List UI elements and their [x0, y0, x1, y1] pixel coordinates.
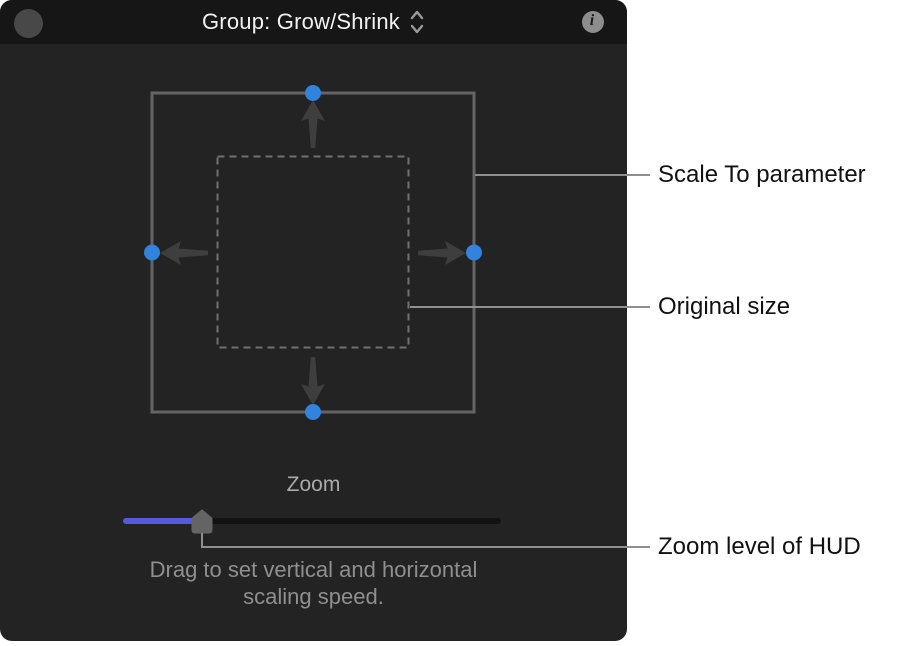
callout-line-original-size	[410, 306, 650, 308]
arrow-up-icon	[301, 100, 325, 148]
callout-line-zoom-horizontal	[201, 546, 650, 548]
info-icon: i	[589, 12, 595, 29]
window-control-button[interactable]	[14, 9, 43, 38]
zoom-label: Zoom	[286, 473, 341, 496]
callout-line-zoom-vertical	[201, 533, 203, 546]
original-size-box	[216, 155, 410, 349]
zoom-slider-fill	[123, 518, 202, 524]
hud-titlebar: Group: Grow/Shrink i	[0, 0, 627, 44]
scale-handle-left[interactable]	[144, 244, 160, 261]
hud-panel: Group: Grow/Shrink i	[0, 0, 627, 641]
arrow-down-icon	[301, 357, 325, 405]
info-button[interactable]: i	[582, 11, 604, 33]
callout-label-zoom-level: Zoom level of HUD	[658, 533, 861, 560]
zoom-slider-track[interactable]	[123, 518, 501, 524]
group-picker-chevron-icon[interactable]	[409, 8, 425, 36]
hud-title: Group: Grow/Shrink	[201, 9, 400, 34]
scale-handle-top[interactable]	[305, 85, 321, 101]
scale-widget	[144, 85, 482, 420]
group-picker[interactable]: Group: Grow/Shrink	[0, 0, 627, 44]
callout-label-scale-to: Scale To parameter	[658, 161, 866, 188]
callout-label-original-size: Original size	[658, 293, 791, 320]
zoom-slider-handle[interactable]	[191, 509, 213, 534]
arrow-left-icon	[160, 241, 208, 265]
callout-line-scale-to	[475, 174, 650, 176]
hud-caption: Drag to set vertical and horizontal scal…	[149, 557, 478, 609]
scale-handle-right[interactable]	[466, 244, 482, 261]
arrow-right-icon	[418, 241, 466, 265]
scale-handle-bottom[interactable]	[305, 404, 321, 420]
